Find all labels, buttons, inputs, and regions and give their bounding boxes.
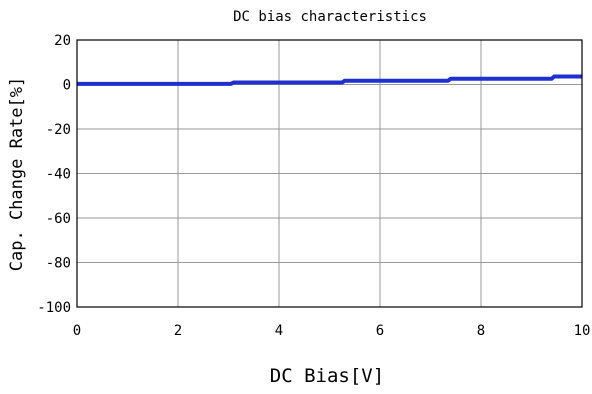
x-tick-label: 4 <box>275 323 283 339</box>
y-tick-label: -20 <box>46 122 71 138</box>
x-tick-label: 2 <box>174 323 182 339</box>
y-tick-labels: 20 0 -20 -40 -60 -80 -100 <box>37 33 71 316</box>
y-axis-label: Cap. Change Rate[%] <box>7 77 27 271</box>
plot-frame <box>76 39 583 308</box>
chart-title: DC bias characteristics <box>233 9 427 25</box>
y-tick-label: -100 <box>37 300 71 316</box>
y-tick-label: 20 <box>54 33 71 49</box>
series-line <box>77 74 582 86</box>
series-layer <box>77 74 582 86</box>
x-tick-label: 8 <box>477 323 485 339</box>
x-tick-label: 0 <box>73 323 81 339</box>
y-tick-label: 0 <box>63 78 71 94</box>
y-tick-label: -80 <box>46 256 71 272</box>
y-tick-label: -60 <box>46 211 71 227</box>
x-tick-label: 6 <box>376 323 384 339</box>
x-tick-labels: 0 2 4 6 8 10 <box>73 323 591 339</box>
y-tick-label: -40 <box>46 167 71 183</box>
x-axis-label: DC Bias[V] <box>270 365 384 387</box>
x-tick-label: 10 <box>574 323 591 339</box>
